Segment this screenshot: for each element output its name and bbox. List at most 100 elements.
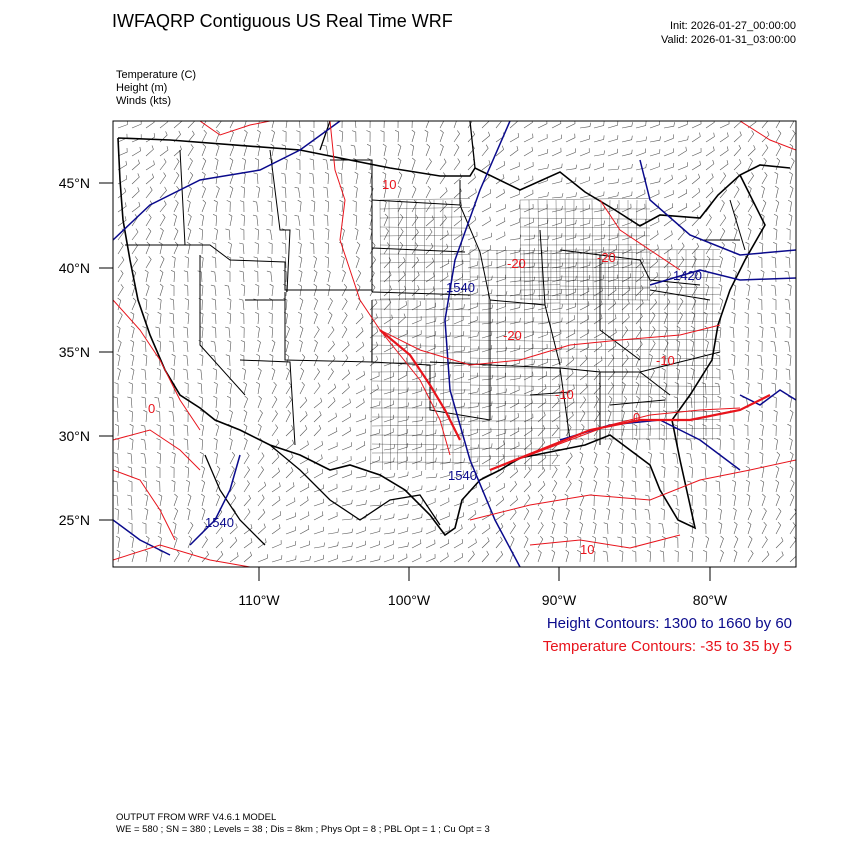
wind-barb — [439, 332, 451, 339]
wind-barb — [759, 242, 764, 255]
wind-barb — [341, 383, 350, 395]
wind-barb — [691, 147, 702, 157]
wind-barb — [353, 185, 358, 199]
county-line — [604, 249, 606, 441]
wind-barb — [355, 485, 367, 493]
wind-barb — [663, 190, 674, 199]
wind-barb — [228, 213, 233, 227]
county-line — [559, 348, 721, 351]
wind-barb — [687, 480, 693, 493]
wind-barb — [184, 298, 189, 311]
county-line — [559, 428, 721, 431]
wind-barb — [131, 242, 138, 255]
county-line — [519, 199, 522, 301]
wind-barb — [453, 442, 464, 451]
wind-barb — [214, 227, 218, 241]
county-line — [424, 199, 426, 301]
wind-barb — [171, 255, 176, 269]
wind-barb — [509, 247, 521, 255]
wind-barb — [523, 161, 534, 171]
wind-barb — [425, 330, 437, 339]
wind-barb — [313, 297, 318, 311]
wind-barbs-layer — [113, 121, 796, 563]
wind-barb — [229, 465, 235, 479]
wind-barb — [691, 297, 697, 311]
wind-barb — [718, 283, 723, 297]
wind-barb — [761, 172, 768, 185]
wind-barb — [691, 132, 701, 143]
wind-barb — [658, 523, 665, 535]
wind-barb — [313, 368, 320, 381]
wind-barb — [789, 536, 796, 549]
wind-barb — [297, 144, 302, 157]
wind-barb — [366, 144, 372, 157]
wind-barb — [705, 146, 715, 157]
wind-barb — [523, 371, 534, 381]
wind-barb — [649, 257, 658, 269]
wind-barb — [719, 132, 729, 143]
wind-barb — [213, 171, 218, 185]
wind-barb — [229, 508, 236, 521]
wind-barb — [201, 465, 205, 479]
wind-barb — [789, 551, 796, 563]
wind-barb — [227, 340, 232, 353]
wind-barb — [214, 157, 219, 171]
wind-barb — [383, 271, 392, 283]
wind-barb — [537, 164, 549, 171]
wind-barb — [369, 384, 379, 395]
wind-barb — [397, 199, 403, 213]
wind-barb — [509, 333, 522, 339]
lat-labels: 45°N 40°N 35°N 30°N 25°N — [59, 175, 90, 528]
wind-barb — [551, 480, 558, 493]
wind-barb — [759, 325, 764, 339]
wind-barb — [229, 552, 239, 563]
wind-barb — [355, 255, 360, 269]
wind-barb — [200, 423, 205, 437]
wind-barb — [551, 317, 563, 325]
wind-barb — [355, 414, 366, 423]
wind-barb — [383, 485, 395, 493]
wind-barb — [618, 466, 623, 479]
wind-barb — [674, 382, 679, 395]
wind-barb — [773, 437, 778, 451]
wind-barb — [744, 452, 749, 465]
wind-barb — [411, 500, 423, 507]
wind-barb — [537, 398, 547, 409]
wind-barb — [593, 300, 603, 311]
wind-barb — [369, 473, 382, 479]
wind-barb — [187, 157, 193, 171]
wind-barb — [271, 129, 275, 143]
wind-barb — [355, 526, 366, 535]
wind-barb — [705, 228, 712, 241]
wind-barb — [185, 395, 190, 409]
wind-barb — [198, 438, 204, 451]
wind-barb — [211, 256, 217, 269]
wind-barb — [509, 427, 520, 437]
wind-barb — [621, 203, 632, 213]
wind-barb — [772, 298, 777, 310]
wind-barb — [509, 535, 515, 549]
wind-barb — [537, 303, 549, 311]
wind-barb — [200, 213, 205, 227]
wind-barb — [677, 203, 688, 213]
wind-barb — [341, 312, 348, 325]
wind-barb — [285, 353, 290, 367]
wind-barb — [649, 121, 660, 129]
wind-barb — [716, 424, 721, 437]
county-line — [469, 437, 561, 440]
wind-barb — [563, 535, 568, 549]
wind-barb — [784, 340, 791, 353]
wind-barb — [224, 284, 231, 297]
wind-barb — [495, 372, 506, 381]
wind-barb — [649, 149, 661, 157]
wind-barb — [309, 158, 315, 171]
wind-barb — [199, 325, 204, 339]
wind-barb — [481, 261, 493, 269]
wind-barb — [630, 522, 637, 535]
wind-barb — [705, 173, 714, 185]
wind-barb — [144, 549, 149, 563]
wind-barb — [158, 493, 163, 507]
wind-barb — [397, 343, 408, 353]
wind-barb — [467, 130, 476, 143]
wind-barb — [159, 269, 164, 283]
